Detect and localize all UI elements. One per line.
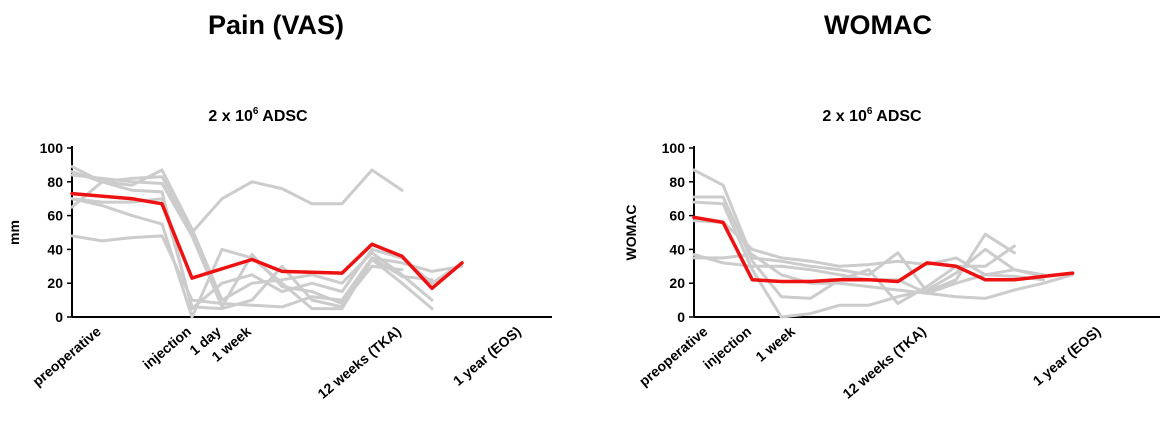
y-tick-label: 80 — [669, 174, 685, 190]
patient-series-line — [692, 253, 1045, 295]
y-tick-label: 80 — [47, 174, 63, 190]
mean-series-line — [70, 191, 464, 291]
y-tick-label: 0 — [677, 309, 685, 325]
x-tick-label: 1 week — [752, 323, 798, 365]
x-tick-label: 12 weeks (TKA) — [839, 323, 929, 402]
y-tick-label: 60 — [47, 208, 63, 224]
x-tick-label: 1 year (EOS) — [450, 323, 524, 389]
womac-title: WOMAC — [824, 10, 932, 40]
x-tick-label: injection — [140, 323, 194, 372]
y-tick-label: 20 — [47, 275, 63, 291]
patient-series-line — [70, 168, 404, 234]
y-axis-title: mm — [6, 220, 22, 245]
x-tick-label: preoperative — [636, 323, 711, 389]
chart-pain-vas: 2 x 106 ADSC mm 0 20 40 60 80 100 preoperative in… — [6, 106, 552, 402]
patient-series-line — [70, 165, 434, 302]
chart-subtitle: 2 x 106 ADSC — [208, 106, 308, 125]
mean-series-line — [692, 215, 1075, 284]
patient-series-line — [692, 195, 1016, 305]
y-axis-title: WOMAC — [623, 205, 639, 261]
chart-subtitle: 2 x 106 ADSC — [822, 106, 922, 125]
y-tick-label: 40 — [47, 241, 63, 257]
y-tick-label: 100 — [40, 140, 64, 156]
x-tick-label: 1 year (EOS) — [1030, 323, 1104, 389]
patient-series-line — [70, 170, 464, 311]
pain-vas-title: Pain (VAS) — [207, 10, 344, 40]
y-tick-label: 20 — [669, 275, 685, 291]
x-tick-label: 12 weeks (TKA) — [314, 323, 404, 402]
y-tick-label: 60 — [669, 208, 685, 224]
y-tick-label: 0 — [55, 309, 63, 325]
x-tick-label: injection — [700, 323, 754, 372]
chart-womac: 2 x 106 ADSC WOMAC 0 20 40 60 80 100 preoperativ… — [623, 106, 1160, 402]
y-tick-label: 40 — [669, 241, 685, 257]
y-tick-label: 100 — [662, 140, 686, 156]
x-tick-label: preoperative — [29, 323, 104, 389]
patient-series-line — [692, 200, 1045, 319]
